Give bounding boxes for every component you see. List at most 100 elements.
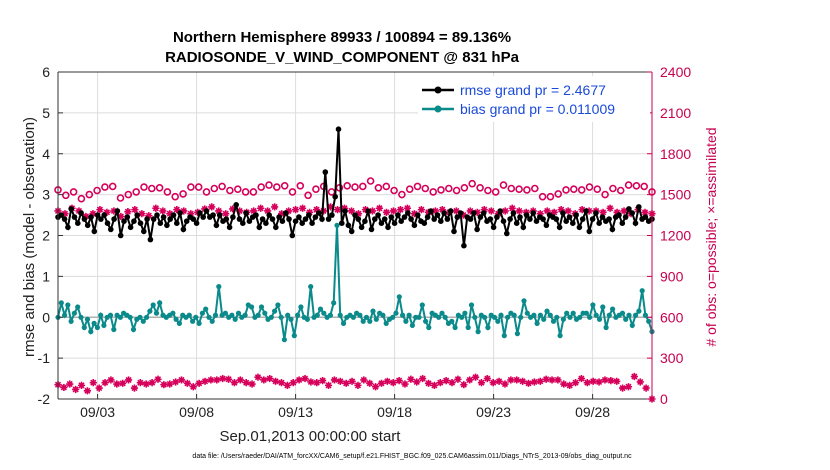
assimilated-marker: [101, 379, 109, 387]
assimilated-upper-marker: [382, 208, 391, 216]
assimilated-marker: [272, 377, 280, 385]
assimilated-marker: [236, 376, 244, 384]
assimilated-upper-marker: [354, 210, 363, 218]
assimilated-upper-marker: [641, 208, 649, 216]
assimilated-marker: [513, 376, 521, 384]
bias-point: [505, 314, 511, 320]
assimilated-upper-marker: [375, 204, 384, 212]
assimilated-marker: [507, 376, 515, 384]
assimilated-marker: [313, 379, 321, 387]
rmse-point: [286, 216, 292, 222]
assimilated-marker: [383, 377, 391, 385]
assimilated-upper-marker: [501, 207, 509, 215]
rmse-point: [461, 242, 467, 249]
rmse-point: [345, 222, 352, 229]
assimilated-marker: [560, 380, 568, 388]
assimilated-upper-marker: [138, 210, 146, 218]
grid: [58, 72, 652, 399]
bias-point: [317, 306, 324, 312]
rmse-point: [451, 228, 457, 235]
bias-point: [216, 284, 222, 290]
rmse-point: [101, 212, 107, 218]
rmse-point: [197, 210, 203, 216]
assimilated-marker: [89, 379, 97, 387]
rmse-point: [428, 208, 434, 214]
possible-marker: [640, 182, 649, 191]
possible-marker: [499, 181, 508, 189]
assimilated-marker: [371, 383, 380, 391]
y-tick-label: 1: [42, 268, 50, 284]
assimilated-upper-marker: [159, 207, 167, 215]
rmse-point: [507, 216, 513, 222]
assimilated-marker: [148, 379, 156, 387]
rmse-point: [589, 216, 596, 222]
assimilated-marker: [413, 378, 421, 386]
assimilated-marker: [77, 381, 86, 389]
bias-point: [518, 314, 524, 320]
y-tick-label: 5: [42, 105, 50, 121]
bias-point: [409, 322, 415, 328]
bias-point: [363, 314, 370, 320]
rmse-point: [368, 226, 375, 233]
rmse-point: [312, 214, 319, 220]
rmse-point: [504, 230, 510, 237]
rmse-point: [174, 220, 180, 226]
assimilated-marker: [601, 376, 609, 384]
rmse-point: [124, 214, 131, 220]
possible-marker: [577, 186, 586, 194]
bias-point: [75, 304, 81, 310]
possible-marker: [405, 185, 414, 193]
rmse-point: [289, 232, 296, 239]
assimilated-upper-marker: [417, 206, 425, 214]
rmse-point: [576, 224, 583, 231]
bias-point: [137, 314, 143, 320]
assimilated-marker: [113, 380, 121, 388]
bias-point: [475, 329, 481, 335]
bias-point: [173, 316, 179, 322]
x-tick-label: 09/28: [575, 404, 610, 420]
rmse-point: [517, 214, 523, 220]
bias-point: [639, 288, 645, 294]
assimilated-marker: [571, 379, 580, 387]
assimilated-upper-marker: [473, 208, 481, 216]
y2-axis-label: # of obs: o=possible; ×=assimilated: [703, 127, 719, 346]
rmse-point: [401, 214, 408, 220]
bias-point: [403, 318, 409, 324]
bias-point: [327, 312, 333, 318]
rmse-point: [160, 214, 167, 220]
bias-point: [147, 308, 153, 314]
bias-point: [550, 318, 557, 324]
y2-tick-label: 1500: [660, 187, 691, 203]
x-tick-label: 09/23: [476, 404, 511, 420]
rmse-point: [480, 210, 487, 216]
assimilated-marker: [519, 377, 527, 385]
rmse-point: [441, 210, 447, 216]
rmse-point: [332, 193, 339, 200]
possible-marker: [523, 186, 531, 194]
rmse-point: [348, 228, 355, 235]
rmse-point: [477, 214, 484, 220]
assimilated-marker: [542, 375, 550, 383]
possible-marker: [241, 188, 250, 196]
y2-tick-label: 1200: [660, 228, 691, 244]
bias-point: [367, 318, 373, 324]
x-tick-label: 09/13: [278, 404, 313, 420]
possible-marker: [515, 185, 523, 193]
rmse-point: [494, 214, 500, 220]
bias-point: [393, 310, 399, 316]
bias-point: [482, 314, 488, 320]
bias-point: [203, 306, 209, 312]
assimilated-marker: [72, 385, 80, 394]
bias-point: [610, 306, 616, 312]
chart-title-line-2: RADIOSONDE_V_WIND_COMPONENT @ 831 hPa: [165, 49, 520, 66]
bias-point: [229, 312, 235, 318]
bias-point: [71, 310, 77, 316]
assimilated-marker: [624, 383, 633, 391]
assimilated-upper-marker: [222, 210, 230, 218]
possible-marker: [609, 184, 617, 193]
bias-point: [596, 316, 603, 322]
rmse-point: [309, 220, 315, 226]
assimilated-marker: [248, 380, 256, 388]
assimilated-upper-marker: [145, 212, 153, 220]
